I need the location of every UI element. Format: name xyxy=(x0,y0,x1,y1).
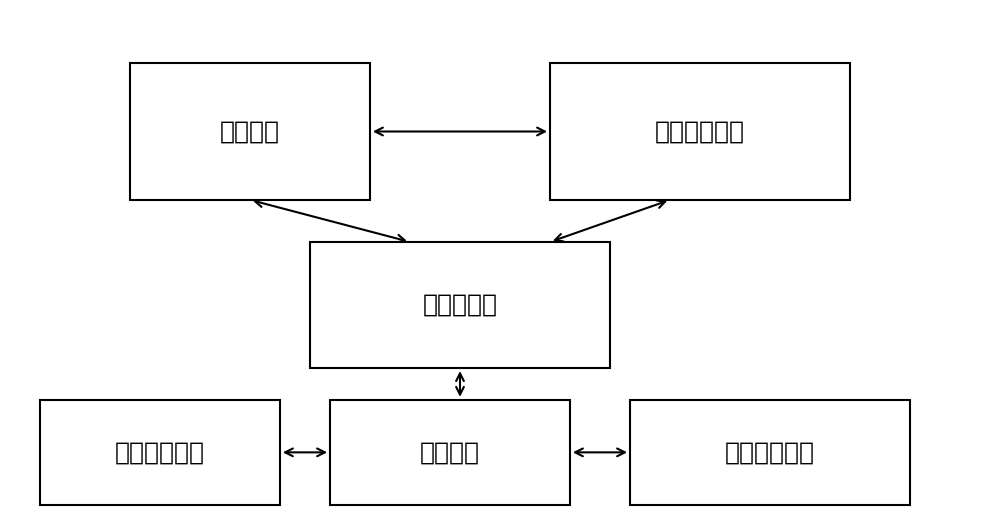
Text: 测温模块: 测温模块 xyxy=(220,119,280,144)
Bar xyxy=(40,400,280,505)
Bar xyxy=(630,400,910,505)
Text: 终端播放机: 终端播放机 xyxy=(422,293,497,317)
Bar xyxy=(130,63,370,200)
Bar xyxy=(330,400,570,505)
Text: 统计分析模块: 统计分析模块 xyxy=(115,440,205,464)
Text: 通讯模块: 通讯模块 xyxy=(420,440,480,464)
Text: 终端控制模块: 终端控制模块 xyxy=(725,440,815,464)
Bar xyxy=(310,242,610,368)
Bar xyxy=(550,63,850,200)
Text: 人脸识别模块: 人脸识别模块 xyxy=(655,119,745,144)
